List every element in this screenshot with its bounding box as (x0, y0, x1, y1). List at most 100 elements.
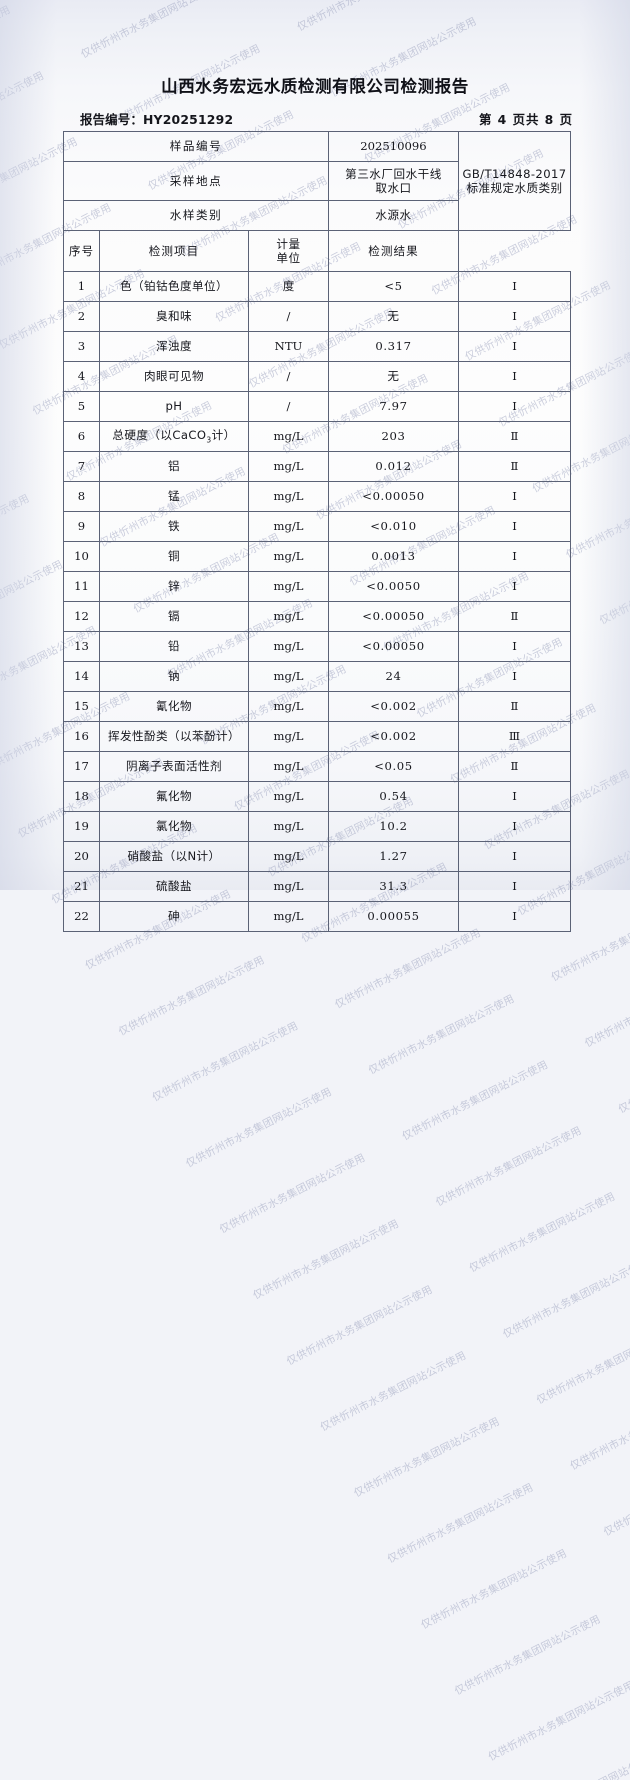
cell-result: 31.3 (328, 871, 459, 902)
watermark-text: 仅供忻州市水务集团网站公示使用 (184, 1085, 334, 1171)
watermark-text: 仅供忻州市水务集团网站公示使用 (284, 1283, 435, 1368)
cell-result: 10.2 (328, 811, 459, 842)
table-row: 9 铁 mg/L <0.010 Ⅰ (63, 511, 571, 542)
watermark-text: 仅供忻州市水务集团网站公示使用 (419, 1547, 569, 1632)
watermark-text: 仅供忻州市水务集团网站公示使用 (621, 1473, 630, 1632)
cell-class: Ⅰ (458, 331, 571, 362)
cell-class: Ⅱ (458, 421, 571, 452)
table-row: 13 铅 mg/L <0.00050 Ⅰ (63, 631, 571, 662)
cell-unit: / (248, 361, 329, 392)
table-row: 22 砷 mg/L 0.00055 Ⅰ (63, 901, 571, 932)
cell-unit: mg/L (248, 481, 329, 512)
cell-unit: / (248, 391, 329, 422)
cell-index: 9 (63, 511, 100, 542)
cell-class: Ⅱ (458, 751, 571, 782)
cell-class: Ⅱ (458, 601, 571, 632)
cell-item: 锰 (99, 481, 249, 512)
cell-unit: mg/L (248, 811, 329, 842)
cell-unit: mg/L (248, 661, 329, 692)
cell-class: Ⅲ (458, 721, 571, 752)
watermark-text: 仅供忻州市水务集团网站公示使用 (486, 1679, 630, 1764)
col-header-item: 检测项目 (99, 230, 249, 272)
cell-index: 7 (63, 451, 100, 482)
cell-index: 15 (63, 691, 100, 722)
page-title: 山西水务宏远水质检测有限公司检测报告 (161, 77, 469, 96)
cell-unit: mg/L (248, 421, 329, 452)
cell-item: 铝 (99, 451, 249, 482)
cell-item: 铅 (99, 631, 249, 662)
standard-header-cell: GB/T14848-2017 标准规定水质类别 (458, 131, 571, 231)
cell-unit: mg/L (248, 541, 329, 572)
cell-unit: mg/L (248, 781, 329, 812)
cell-index: 22 (63, 901, 100, 932)
sample-id-label: 样品编号 (63, 131, 329, 162)
col-header-unit-l2: 单位 (276, 251, 301, 265)
cell-index: 11 (63, 571, 100, 602)
cell-class: Ⅰ (458, 571, 571, 602)
cell-item: 浑浊度 (99, 331, 249, 362)
cell-class: Ⅰ (458, 901, 571, 932)
cell-result: <0.00050 (328, 481, 459, 512)
watermark-text: 仅供忻州市水务集团网站公示使用 (217, 1151, 368, 1236)
cell-unit: mg/L (248, 901, 329, 932)
cell-unit: 度 (248, 271, 329, 302)
cell-unit: NTU (248, 331, 329, 362)
table-row: 16 挥发性酚类（以苯酚计） mg/L <0.002 Ⅲ (63, 721, 571, 752)
cell-unit: mg/L (248, 571, 329, 602)
cell-index: 18 (63, 781, 100, 812)
sample-id-value: 202510096 (328, 131, 459, 162)
sample-type-row: 水样类别 水源水 (63, 200, 571, 231)
col-header-unit: 计量 单位 (248, 230, 329, 272)
cell-result: 0.012 (328, 451, 459, 482)
cell-result: 24 (328, 661, 459, 692)
cell-index: 14 (63, 661, 100, 692)
table-row: 11 锌 mg/L <0.0050 Ⅰ (63, 571, 571, 602)
table-row: 14 钠 mg/L 24 Ⅰ (63, 661, 571, 692)
watermark-text: 仅供忻州市水务集团网站公示使用 (467, 1190, 618, 1275)
table-row: 20 硝酸盐（以N计） mg/L 1.27 Ⅰ (63, 841, 571, 872)
cell-item: 铜 (99, 541, 249, 572)
cell-unit: mg/L (248, 631, 329, 662)
cell-result: <5 (328, 271, 459, 302)
cell-class: Ⅰ (458, 631, 571, 662)
cell-result: 203 (328, 421, 459, 452)
cell-result: 0.317 (328, 331, 459, 362)
standard-code: GB/T14848-2017 (462, 166, 567, 181)
table-body: 样品编号 202510096 GB/T14848-2017 标准规定水质类别 采… (63, 131, 571, 932)
watermark-text: 仅供忻州市水务集团网站公示使用 (452, 1613, 603, 1698)
cell-result: 无 (328, 301, 459, 332)
cell-item: 肉眼可见物 (99, 361, 249, 392)
cell-class: Ⅰ (458, 271, 571, 302)
cell-index: 8 (63, 481, 100, 512)
cell-class: Ⅰ (458, 871, 571, 902)
cell-result: <0.05 (328, 751, 459, 782)
standard-desc: 标准规定水质类别 (466, 181, 563, 195)
cell-class: Ⅰ (458, 841, 571, 872)
cell-class: Ⅱ (458, 691, 571, 722)
cell-unit: mg/L (248, 511, 329, 542)
cell-class: Ⅰ (458, 361, 571, 392)
sample-location-label: 采样地点 (63, 161, 329, 201)
cell-index: 21 (63, 871, 100, 902)
watermark-text: 仅供忻州市水务集团网站公示使用 (582, 965, 630, 1050)
cell-index: 2 (63, 301, 100, 332)
cell-item: 镉 (99, 601, 249, 632)
watermark-text: 仅供忻州市水务集团网站公示使用 (318, 1349, 469, 1434)
watermark-text: 仅供忻州市水务集团网站公示使用 (366, 992, 517, 1077)
table-row: 6 总硬度（以CaCO3计） mg/L 203 Ⅱ (63, 421, 571, 452)
watermark-text: 仅供忻州市水务集团网站公示使用 (400, 1058, 551, 1143)
cell-unit: mg/L (248, 601, 329, 632)
watermark-text: 仅供忻州市水务集团网站公示使用 (150, 1019, 301, 1105)
test-report-table: 样品编号 202510096 GB/T14848-2017 标准规定水质类别 采… (63, 131, 571, 932)
sample-location-row: 采样地点 第三水厂回水干线 取水口 (63, 161, 571, 201)
cell-result: <0.0050 (328, 571, 459, 602)
cell-item: 锌 (99, 571, 249, 602)
watermark-text: 仅供忻州市水务集团网站公示使用 (534, 1322, 630, 1407)
cell-item: 臭和味 (99, 301, 249, 332)
table-row: 4 肉眼可见物 / 无 Ⅰ (63, 361, 571, 392)
watermark-text: 仅供忻州市水务集团网站公示使用 (568, 1388, 630, 1473)
cell-item: pH (99, 391, 249, 422)
table-row: 19 氯化物 mg/L 10.2 Ⅰ (63, 811, 571, 842)
cell-item: 色（铂钴色度单位） (99, 271, 249, 302)
cell-unit: mg/L (248, 871, 329, 902)
